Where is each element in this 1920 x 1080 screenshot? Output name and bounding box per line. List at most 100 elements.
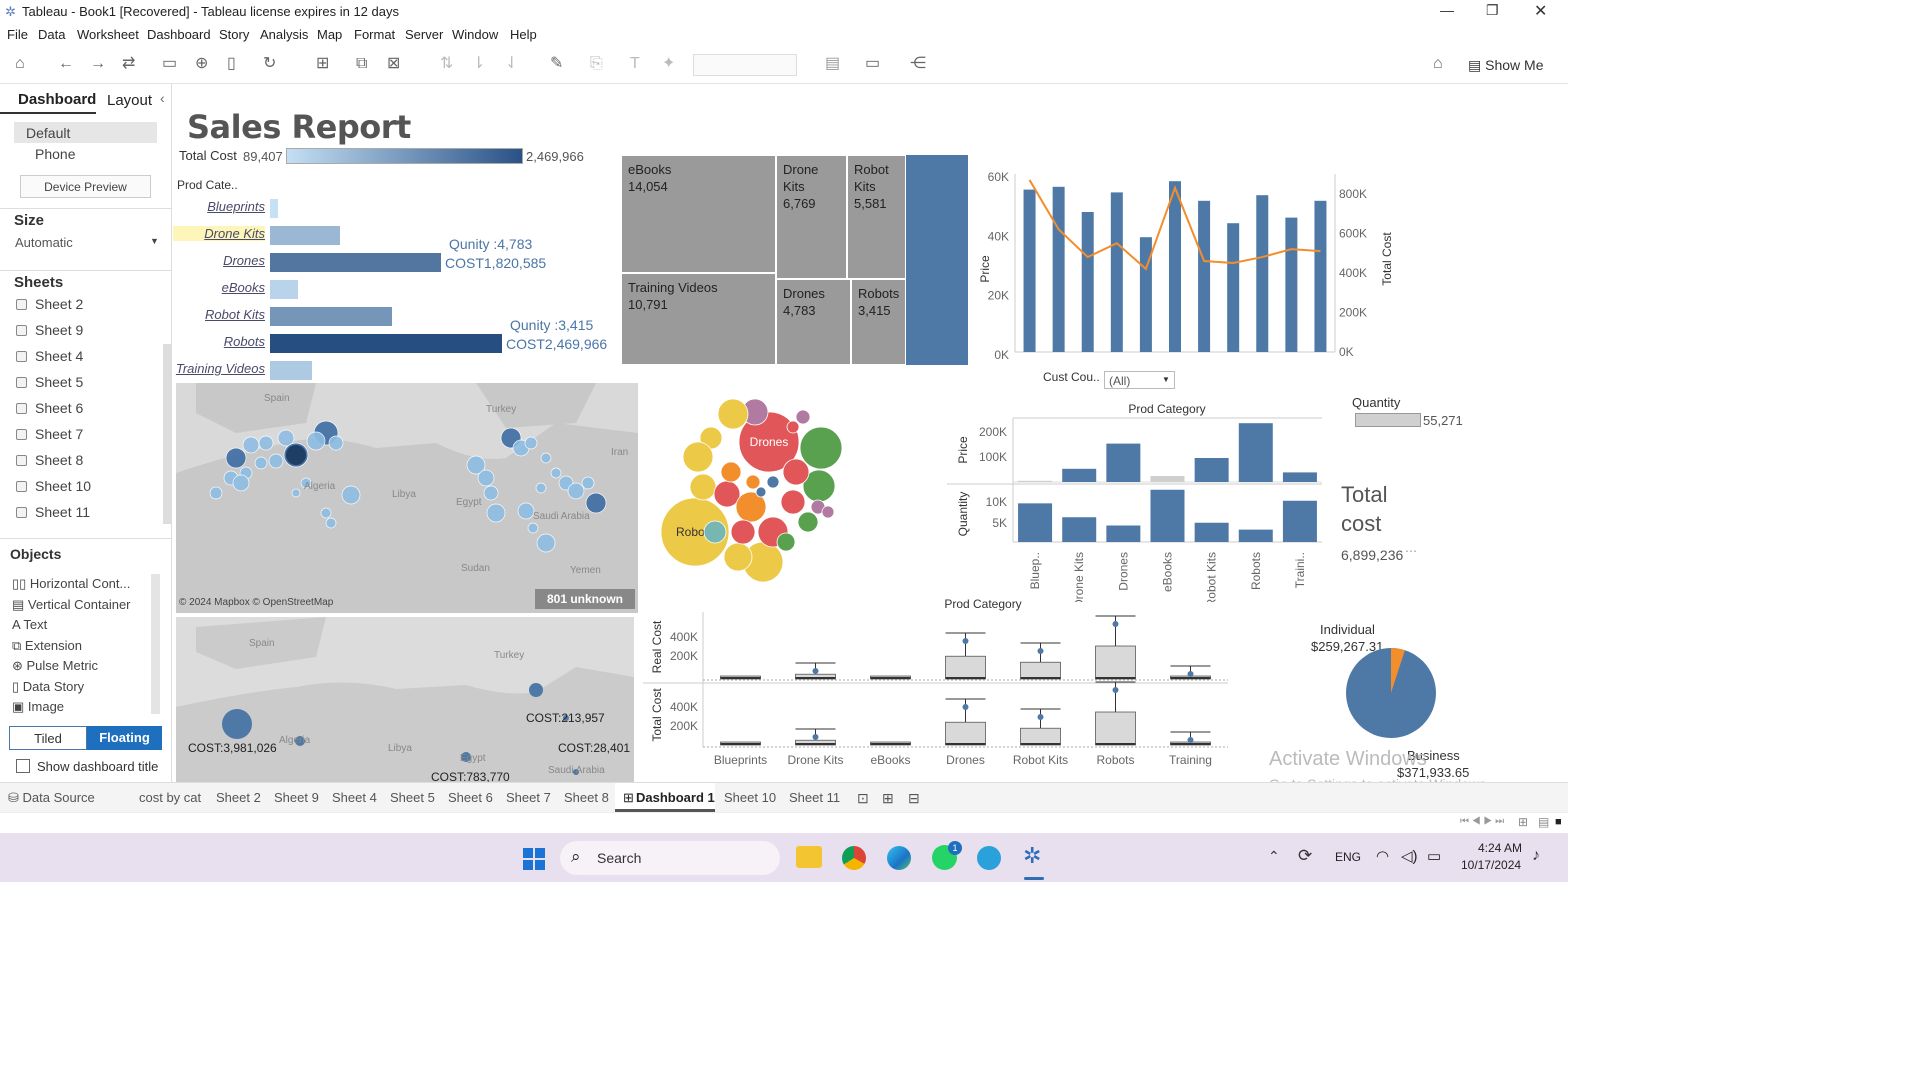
object-extension[interactable]: ⧉ Extension [12, 638, 82, 653]
cust-filter-dropdown[interactable]: (All) ▼ [1104, 371, 1175, 389]
taskbar-search[interactable]: ⌕ Search [560, 841, 780, 875]
tab-nav-icon[interactable]: ⏮ ◀ ▶ ⏭ [1460, 816, 1505, 827]
home-icon[interactable]: ⌂ [15, 55, 25, 72]
clock-time[interactable]: 4:24 AM [1478, 841, 1523, 855]
bar[interactable] [270, 361, 313, 380]
new-story-icon[interactable]: ⊟ [908, 790, 920, 806]
more-icon[interactable]: ⋯ [1405, 544, 1417, 558]
close-icon[interactable]: ✕ [1534, 3, 1548, 20]
new-worksheet-icon[interactable]: ⊞ [316, 55, 330, 72]
wifi-icon[interactable]: ◠ [1376, 848, 1390, 865]
new-worksheet-icon[interactable]: ⊡ [857, 790, 869, 806]
bar[interactable] [270, 199, 279, 218]
treemap-cell[interactable]: Robots 3,415 [851, 279, 906, 365]
menu-format[interactable]: Format [354, 27, 396, 42]
new-datasource-icon[interactable]: ⊕ [195, 55, 209, 72]
bar-category-label[interactable]: Robots [223, 334, 265, 349]
save-icon[interactable]: ▭ [162, 55, 178, 72]
bar-category-label[interactable]: eBooks [221, 280, 265, 295]
tab-sheet[interactable]: Sheet 7 [506, 790, 551, 805]
menu-worksheet[interactable]: Worksheet [77, 27, 139, 42]
treemap-cell[interactable]: Drones 4,783 [776, 279, 851, 365]
redo-icon[interactable]: → [90, 55, 106, 72]
floating-button[interactable]: Floating [87, 726, 162, 750]
share-icon[interactable]: ⋲ [910, 55, 926, 72]
bar-category-label[interactable]: Drones [223, 253, 265, 268]
sheet-item[interactable]: Sheet 11 [16, 504, 90, 520]
object-text[interactable]: A Text [12, 617, 48, 632]
tab-sheet[interactable]: Sheet 2 [216, 790, 261, 805]
duplicate-icon[interactable]: ⧉ [356, 55, 368, 72]
tab-layout[interactable]: Layout [107, 92, 153, 109]
sort-asc-icon[interactable]: ⇂ [472, 55, 486, 72]
bar[interactable] [270, 307, 393, 326]
file-explorer-icon[interactable] [796, 846, 822, 868]
sheet-item[interactable]: Sheet 7 [16, 426, 83, 442]
bar-category-label[interactable]: Robot Kits [205, 307, 265, 322]
bar[interactable] [270, 253, 441, 272]
menu-file[interactable]: File [7, 27, 28, 42]
restore-icon[interactable]: ❐ [1486, 2, 1499, 18]
menu-dashboard[interactable]: Dashboard [147, 27, 211, 42]
grid-view-icon[interactable]: ⊞ [1518, 815, 1529, 829]
quantity-bar[interactable] [1355, 413, 1421, 427]
menu-help[interactable]: Help [510, 27, 537, 42]
start-icon[interactable] [523, 848, 545, 870]
tab-sheet[interactable]: Sheet 6 [448, 790, 493, 805]
sheet-item[interactable]: Sheet 9 [16, 322, 83, 338]
edge-icon[interactable] [887, 846, 911, 870]
bar[interactable] [270, 226, 341, 245]
tab-dashboard[interactable]: Dashboard [0, 84, 96, 114]
size-dropdown[interactable]: Automatic ▼ [15, 235, 159, 250]
menu-data[interactable]: Data [38, 27, 66, 42]
volume-icon[interactable]: ◁) [1401, 848, 1418, 865]
battery-icon[interactable]: ▭ [1427, 848, 1442, 865]
show-title-checkbox[interactable] [16, 759, 30, 773]
pin-icon[interactable]: ✦ [662, 55, 676, 72]
treemap-cell[interactable]: eBooks 14,054 [621, 155, 776, 273]
show-me-button[interactable]: ▤ Show Me [1468, 57, 1544, 73]
tab-sheet[interactable]: Sheet 9 [274, 790, 319, 805]
objects-scrollbar[interactable] [151, 574, 160, 714]
map-view-top[interactable]: Spain Turkey Algeria Libya Egypt Iran Sa… [176, 383, 638, 613]
tab-dashboard-1[interactable]: ⊞ Dashboard 1 [615, 783, 715, 812]
object-pulse-metric[interactable]: ⊛ Pulse Metric [12, 658, 99, 673]
language-indicator[interactable]: ENG [1335, 850, 1362, 864]
unknown-indicator[interactable]: 801 unknown [535, 589, 635, 609]
cards-icon[interactable]: ▤ [825, 55, 841, 72]
sort-desc-icon[interactable]: ⇃ [505, 55, 519, 72]
collapse-icon[interactable]: ‹ [160, 90, 165, 106]
menu-map[interactable]: Map [317, 27, 343, 42]
object-vertical-container[interactable]: ▤ Vertical Container [12, 597, 131, 612]
bar-category-label[interactable]: Blueprints [207, 199, 265, 214]
bar[interactable] [270, 280, 299, 299]
menu-server[interactable]: Server [405, 27, 444, 42]
treemap-cell[interactable]: Drone Kits 6,769 [776, 155, 847, 279]
new-dashboard-icon[interactable]: ⊞ [882, 790, 894, 806]
object-data-story[interactable]: ▯ Data Story [12, 679, 85, 694]
bar[interactable] [270, 334, 502, 353]
sheet-item[interactable]: Sheet 2 [16, 296, 83, 312]
tab-sheet[interactable]: Sheet 10 [724, 790, 777, 805]
undo-icon[interactable]: ← [58, 55, 74, 72]
treemap-highlight[interactable] [906, 155, 968, 365]
chevron-up-icon[interactable]: ⌃ [1268, 848, 1280, 864]
group-icon[interactable]: ⎘ [590, 55, 603, 72]
prod-cat-header[interactable]: Prod Cate.. [177, 178, 238, 192]
tab-sheet[interactable]: Sheet 11 [789, 790, 841, 805]
treemap-cell[interactable]: Robot Kits 5,581 [847, 155, 906, 279]
telegram-icon[interactable] [977, 846, 1001, 870]
clock-date[interactable]: 10/17/2024 [1461, 858, 1522, 872]
sheet-item[interactable]: Sheet 6 [16, 400, 83, 416]
bar-category-label[interactable]: Training Videos [175, 361, 265, 376]
menu-analysis[interactable]: Analysis [260, 27, 309, 42]
tiled-button[interactable]: Tiled [9, 726, 87, 750]
tab-data-source[interactable]: ⛁ Data Source [8, 790, 95, 805]
sheet-item[interactable]: Sheet 4 [16, 348, 83, 364]
tab-sheet[interactable]: Sheet 4 [332, 790, 377, 805]
tab-sheet[interactable]: Sheet 5 [390, 790, 435, 805]
pause-updates-icon[interactable]: ▯ [227, 55, 236, 72]
object-image[interactable]: ▣ Image [12, 699, 65, 714]
sheet-item[interactable]: Sheet 5 [16, 374, 83, 390]
menu-window[interactable]: Window [452, 27, 499, 42]
